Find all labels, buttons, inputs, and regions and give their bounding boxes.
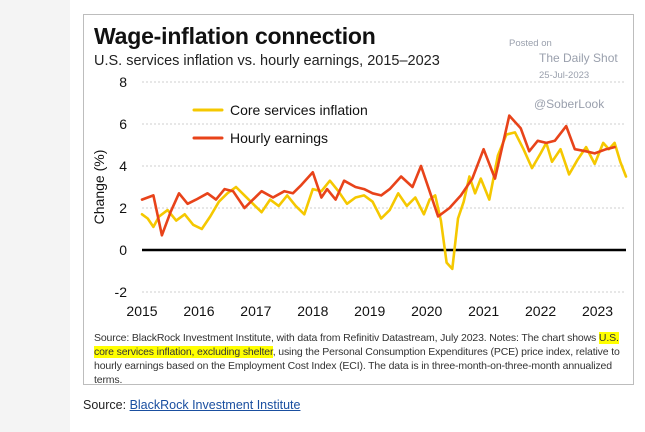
x-tick-label: 2017 [240, 303, 271, 319]
source-line: Source: BlackRock Investment Institute [83, 398, 300, 412]
chart-notes: Source: BlackRock Investment Institute, … [94, 331, 626, 387]
watermark-posted: Posted on [509, 38, 552, 49]
source-label: Source: [83, 398, 130, 412]
watermark-date: 25-Jul-2023 [539, 70, 590, 81]
y-tick-label: -2 [115, 284, 128, 300]
y-tick-label: 6 [119, 116, 127, 132]
y-tick-label: 4 [119, 158, 127, 174]
y-axis-label: Change (%) [91, 150, 107, 225]
x-tick-label: 2015 [126, 303, 157, 319]
x-tick-label: 2023 [582, 303, 613, 319]
x-tick-label: 2022 [525, 303, 556, 319]
series-line-core-services-inflation [140, 131, 628, 271]
source-link[interactable]: BlackRock Investment Institute [129, 398, 301, 412]
watermark-outlet: The Daily Shot [539, 51, 618, 65]
legend-label: Core services inflation [230, 102, 368, 118]
notes-text-1: Source: BlackRock Investment Institute, … [94, 332, 599, 344]
legend-label: Hourly earnings [230, 130, 328, 146]
notes-text-2: , using the Personal Consumption Expendi… [94, 346, 620, 386]
line-chart: Core services inflation Hourly earnings -… [91, 74, 628, 319]
x-tick-label: 2016 [183, 303, 214, 319]
chart-title: Wage-inflation connection [94, 23, 376, 49]
x-tick-label: 2018 [297, 303, 328, 319]
x-tick-label: 2020 [411, 303, 442, 319]
x-tick-label: 2021 [468, 303, 499, 319]
y-tick-label: 2 [119, 200, 127, 216]
x-tick-label: 2019 [354, 303, 385, 319]
chart-subtitle: U.S. services inflation vs. hourly earni… [94, 53, 440, 69]
watermark-handle: @SoberLook [534, 97, 605, 111]
series-line-hourly-earnings [140, 114, 616, 237]
y-tick-label: 8 [119, 74, 127, 90]
y-tick-label: 0 [119, 242, 127, 258]
chart-card: Wage-inflation connection U.S. services … [83, 14, 634, 387]
